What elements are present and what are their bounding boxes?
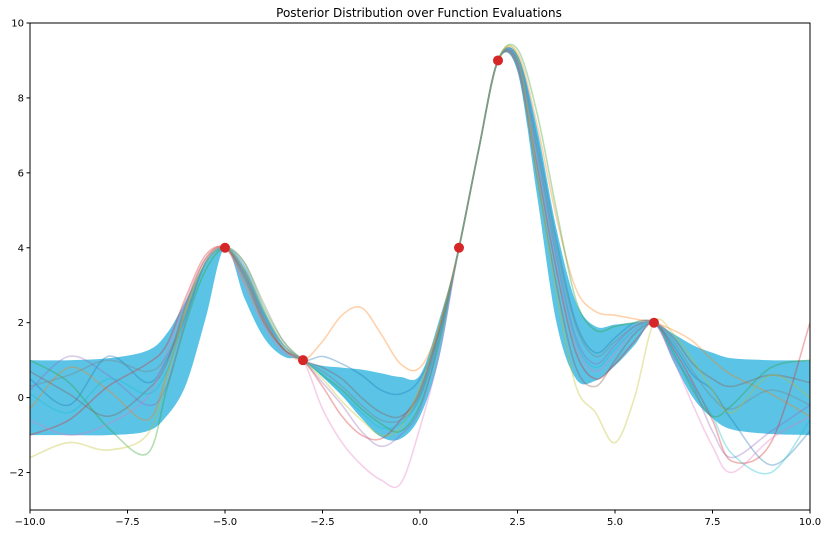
y-tick-label: 0 — [18, 393, 24, 404]
x-tick-label: 0.0 — [412, 517, 428, 528]
confidence-band — [30, 47, 810, 441]
axes-frame — [29, 22, 811, 511]
x-tick-label: 2.5 — [510, 517, 526, 528]
observation-point — [649, 317, 659, 328]
observation-point — [454, 242, 464, 253]
observation-point — [220, 242, 230, 253]
y-tick-label: 10 — [11, 19, 24, 30]
y-tick-label: 6 — [18, 168, 24, 179]
observations-layer — [220, 55, 659, 366]
x-tick-label: −2.5 — [310, 517, 334, 528]
x-tick-label: −7.5 — [115, 517, 139, 528]
plot-area — [30, 43, 810, 489]
confidence-band-layer — [30, 47, 810, 441]
x-tick-label: 7.5 — [705, 517, 721, 528]
y-tick-label: 2 — [18, 318, 24, 329]
chart-title: Posterior Distribution over Function Eva… — [276, 6, 562, 20]
y-tick-label: 8 — [18, 93, 24, 104]
observation-point — [493, 55, 503, 66]
y-axis: −2 0 2 4 6 8 10 — [9, 19, 30, 479]
x-tick-label: −10.0 — [15, 517, 46, 528]
x-tick-label: 5.0 — [607, 517, 623, 528]
x-tick-label: −5.0 — [213, 517, 237, 528]
x-axis: −10.0 −7.5 −5.0 −2.5 0.0 2.5 5.0 7.5 10.0 — [15, 510, 821, 528]
x-tick-label: 10.0 — [799, 517, 821, 528]
y-tick-label: 4 — [18, 243, 24, 254]
observation-point — [298, 355, 308, 366]
y-tick-label: −2 — [9, 468, 24, 479]
